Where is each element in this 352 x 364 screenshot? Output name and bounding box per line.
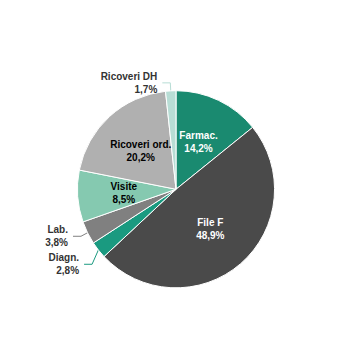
svg-text:14,2%: 14,2% bbox=[184, 143, 212, 154]
svg-text:1,7%: 1,7% bbox=[135, 84, 158, 95]
svg-text:2,8%: 2,8% bbox=[56, 265, 79, 276]
svg-text:File F: File F bbox=[197, 217, 223, 228]
svg-text:20,2%: 20,2% bbox=[127, 152, 155, 163]
svg-text:Visite: Visite bbox=[111, 181, 138, 192]
svg-text:48,9%: 48,9% bbox=[196, 230, 224, 241]
svg-text:Farmac.: Farmac. bbox=[179, 130, 218, 141]
svg-text:Ricoveri ord.: Ricoveri ord. bbox=[110, 139, 171, 150]
svg-text:Ricoveri DH: Ricoveri DH bbox=[101, 71, 158, 82]
svg-text:Lab.: Lab. bbox=[47, 224, 68, 235]
svg-text:8,5%: 8,5% bbox=[112, 194, 135, 205]
svg-text:3,8%: 3,8% bbox=[45, 237, 68, 248]
svg-text:Diagn.: Diagn. bbox=[49, 252, 80, 263]
